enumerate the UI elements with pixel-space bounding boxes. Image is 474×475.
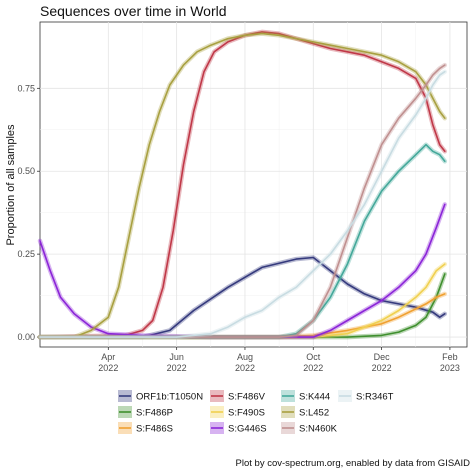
chart-title: Sequences over time in World [40, 3, 227, 19]
x-tick-month: Feb [442, 352, 458, 362]
legend-label: S:G446S [228, 424, 267, 435]
series-line-7 [39, 32, 446, 338]
y-tick-label: 0.00 [17, 332, 35, 342]
legend-label: S:N460K [299, 424, 338, 435]
legend-label: S:F486S [136, 424, 173, 435]
series-line-3 [39, 31, 446, 338]
y-tick-label: 0.50 [17, 166, 35, 176]
series-line-9 [39, 70, 446, 338]
legend: ORF1b:T1050N S:F486P S:F486S S:F486V S:F490S… [118, 390, 394, 435]
y-axis-label: Proportion of all samples [5, 124, 17, 246]
series-line-1 [39, 273, 446, 338]
legend-label: S:F490S [228, 408, 265, 419]
x-tick-year: 2022 [303, 363, 323, 373]
series-line-6 [39, 143, 446, 338]
legend-label: S:F486P [136, 408, 173, 419]
legend-label: S:F486V [228, 392, 266, 403]
legend-label: ORF1b:T1050N [136, 392, 203, 403]
series-line-8 [39, 64, 446, 338]
x-tick-year: 2022 [372, 363, 392, 373]
y-tick-label: 0.25 [17, 249, 35, 259]
legend-label: S:L452 [299, 408, 329, 419]
x-tick-month: Dec [374, 352, 391, 362]
x-tick-month: Apr [101, 352, 115, 362]
x-tick-month: Aug [237, 352, 253, 362]
x-tick-year: 2022 [235, 363, 255, 373]
y-axis-ticks: 0.00 0.25 0.50 0.75 [17, 83, 40, 342]
series-line-0 [39, 256, 446, 338]
x-tick-month: Oct [306, 352, 321, 362]
x-axis-ticks: Apr2022Jun2022Aug2022Oct2022Dec2022Feb20… [98, 347, 460, 373]
chart-caption: Plot by cov-spectrum.org, enabled by dat… [236, 458, 471, 469]
legend-label: S:R346T [356, 392, 394, 403]
x-tick-year: 2022 [167, 363, 187, 373]
y-tick-label: 0.75 [17, 83, 35, 93]
series-lines [37, 29, 448, 340]
series-line-4 [39, 263, 446, 338]
legend-label: S:K444 [299, 392, 330, 403]
series-line-5 [39, 203, 446, 338]
x-tick-month: Jun [169, 352, 184, 362]
x-tick-year: 2022 [98, 363, 118, 373]
panel-border [39, 21, 468, 348]
series-line-2 [39, 293, 446, 338]
x-tick-year: 2023 [440, 363, 460, 373]
